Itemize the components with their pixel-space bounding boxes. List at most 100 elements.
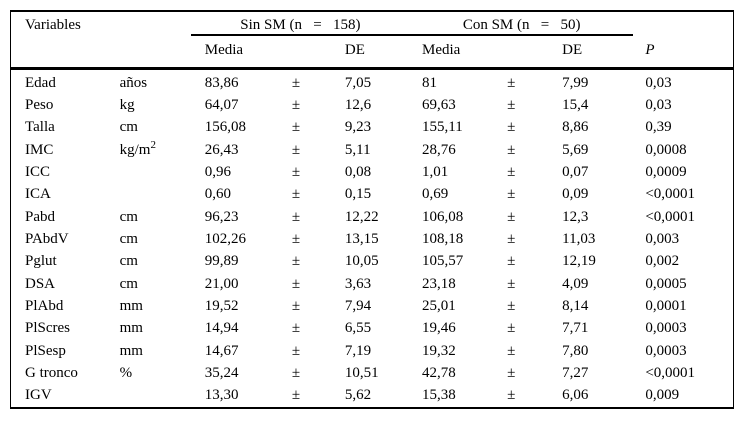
p-value-cell: <0,0001 — [645, 208, 696, 225]
p-value-cell: 0,0003 — [645, 342, 687, 359]
media-con-cell: 81 — [422, 74, 437, 91]
p-value-cell: 0,0003 — [645, 320, 687, 337]
table-row: IMC kg/m2 26,43 ± 5,11 28,76 ± 5,69 0,00… — [11, 139, 734, 161]
p-value-cell: <0,0001 — [645, 186, 696, 203]
media-con-cell: 108,18 — [422, 231, 464, 248]
de-sin-cell: 0,15 — [344, 186, 372, 203]
variable-name-cell: Pglut — [25, 253, 57, 270]
media-header-sin: Media — [190, 35, 278, 70]
variable-name-cell: PlAbd — [25, 298, 64, 315]
media-con-cell: 105,57 — [422, 253, 464, 270]
media-con-cell: 155,11 — [422, 119, 463, 136]
p-value-cell: 0,002 — [645, 253, 680, 270]
plus-minus-sin-cell: ± — [291, 208, 301, 225]
de-sin-cell: 5,62 — [344, 387, 372, 404]
de-con-cell: 12,19 — [562, 253, 596, 270]
de-sin-cell: 5,11 — [344, 141, 371, 158]
de-con-cell: 4,09 — [562, 275, 589, 292]
de-header-con: DE — [550, 35, 634, 70]
unit-cell: % — [119, 365, 133, 382]
plus-minus-sin-cell: ± — [291, 365, 301, 382]
plus-minus-con-cell: ± — [507, 253, 516, 270]
table-row: PlAbd mm 19,52 ± 7,94 25,01 ± 8,14 0,000… — [11, 295, 734, 317]
de-con-cell: 7,71 — [562, 320, 589, 337]
media-sin-cell: 99,89 — [204, 253, 239, 270]
table-row: Pglut cm 99,89 ± 10,05 105,57 ± 12,19 0,… — [11, 251, 734, 273]
plus-minus-sin-cell: ± — [291, 164, 301, 181]
p-value-cell: 0,0009 — [645, 164, 687, 181]
variable-name-cell: IMC — [25, 141, 54, 158]
media-sin-cell: 102,26 — [204, 231, 246, 248]
plus-minus-sin-cell: ± — [291, 342, 301, 359]
media-sin-cell: 35,24 — [204, 365, 239, 382]
de-sin-cell: 10,51 — [344, 365, 379, 382]
p-value-cell: 0,0008 — [645, 141, 687, 158]
media-con-cell: 19,32 — [422, 342, 456, 359]
media-con-cell: 106,08 — [422, 208, 464, 225]
unit-cell: cm — [119, 275, 138, 292]
unit-cell: mm — [119, 342, 143, 359]
table-row: ICA 0,60 ± 0,15 0,69 ± 0,09 <0,0001 — [11, 184, 734, 206]
de-con-cell: 0,07 — [562, 164, 589, 181]
media-sin-cell: 64,07 — [204, 97, 239, 114]
media-con-cell: 1,01 — [422, 164, 449, 181]
table-header: Variables Sin SM (n = 158) Con SM (n = 5… — [10, 11, 734, 70]
media-sin-cell: 0,60 — [204, 186, 231, 203]
p-value-cell: 0,03 — [645, 97, 672, 114]
media-con-cell: 28,76 — [422, 141, 456, 158]
plus-minus-sin-cell: ± — [291, 298, 301, 315]
variable-name-cell: Edad — [25, 74, 56, 91]
variable-name-cell: ICA — [25, 186, 51, 203]
de-con-cell: 6,06 — [562, 387, 589, 404]
table-row: Peso kg 64,07 ± 12,6 69,63 ± 15,4 0,03 — [11, 94, 734, 116]
media-sin-cell: 14,94 — [204, 320, 239, 337]
variables-column-header: Variables — [10, 11, 106, 70]
unit-cell: kg — [119, 97, 135, 114]
variable-name-cell: PlScres — [25, 320, 70, 337]
table-row: ICC 0,96 ± 0,08 1,01 ± 0,07 0,0009 — [11, 161, 734, 183]
plus-minus-header-con — [495, 35, 551, 70]
de-header-sin: DE — [332, 35, 410, 70]
plus-minus-sin-cell: ± — [291, 275, 301, 292]
media-con-cell: 42,78 — [422, 365, 456, 382]
plus-minus-sin-cell: ± — [291, 186, 301, 203]
media-con-cell: 23,18 — [422, 275, 456, 292]
plus-minus-sin-cell: ± — [291, 141, 301, 158]
de-con-cell: 15,4 — [562, 97, 589, 114]
table-body: Edad años 83,86 ± 7,05 81 ± 7,99 0,03 Pe… — [11, 69, 734, 409]
variable-name-cell: G tronco — [25, 365, 78, 382]
de-con-cell: 7,99 — [562, 74, 589, 91]
plus-minus-con-cell: ± — [507, 231, 516, 248]
table-row: PlSesp mm 14,67 ± 7,19 19,32 ± 7,80 0,00… — [11, 340, 734, 362]
table-row: G tronco % 35,24 ± 10,51 42,78 ± 7,27 <0… — [11, 362, 734, 384]
de-sin-cell: 12,6 — [344, 97, 372, 114]
p-value-cell: 0,0001 — [645, 298, 687, 315]
p-value-column-header: P — [633, 11, 734, 70]
de-con-cell: 0,09 — [562, 186, 589, 203]
plus-minus-sin-cell: ± — [291, 320, 301, 337]
de-con-cell: 12,3 — [562, 208, 589, 225]
plus-minus-con-cell: ± — [507, 141, 516, 158]
de-sin-cell: 3,63 — [344, 275, 372, 292]
media-sin-cell: 21,00 — [204, 275, 239, 292]
de-sin-cell: 13,15 — [344, 231, 379, 248]
plus-minus-con-cell: ± — [507, 298, 516, 315]
variable-name-cell: PlSesp — [25, 342, 66, 359]
table-row: PAbdV cm 102,26 ± 13,15 108,18 ± 11,03 0… — [11, 228, 734, 250]
de-sin-cell: 9,23 — [344, 119, 372, 136]
variable-name-cell: Peso — [25, 97, 54, 114]
variable-name-cell: PAbdV — [25, 231, 69, 248]
variable-name-cell: ICC — [25, 164, 51, 181]
media-con-cell: 69,63 — [422, 97, 456, 114]
plus-minus-con-cell: ± — [507, 186, 516, 203]
media-con-cell: 25,01 — [422, 298, 456, 315]
media-sin-cell: 13,30 — [204, 387, 239, 404]
unit-cell: cm — [119, 119, 138, 136]
media-sin-cell: 19,52 — [204, 298, 239, 315]
plus-minus-sin-cell: ± — [291, 253, 301, 270]
de-con-cell: 8,14 — [562, 298, 589, 315]
sub-header-row: Media DE Media DE — [11, 35, 734, 70]
de-sin-cell: 0,08 — [344, 164, 372, 181]
table-row: PlScres mm 14,94 ± 6,55 19,46 ± 7,71 0,0… — [11, 318, 734, 340]
